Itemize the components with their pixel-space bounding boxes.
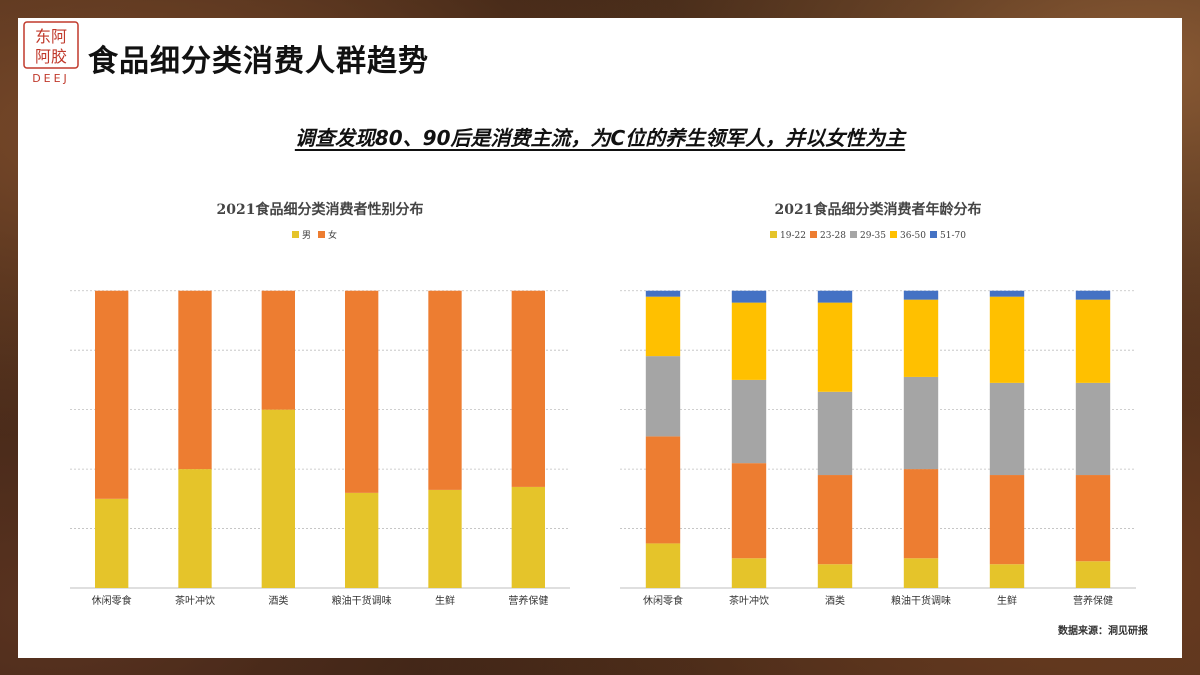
bar-segment [345,492,379,588]
legend-swatch [292,231,299,238]
bar-segment [1075,561,1111,588]
bar-segment [428,489,462,588]
x-tick-label: 粮油干货调味 [891,594,951,607]
bar-segment [731,379,767,464]
slide: 东阿 阿胶 DEEJ 食品细分类消费人群趋势 调查发现80、90后是消费主流，为… [18,18,1182,658]
data-source: 数据来源：洞见研报 [1058,626,1148,637]
bar-segment [178,290,212,470]
legend-swatch [770,231,777,238]
legend-swatch [318,231,325,238]
bar-segment [1075,299,1111,383]
bar-segment [345,290,379,493]
legend-label: 19-22 [780,231,806,241]
bar-segment [95,498,129,588]
x-tick-label: 生鲜 [997,594,1017,607]
bar-segment [1075,382,1111,476]
bar-segment [817,391,853,476]
legend-swatch [930,231,937,238]
x-tick-label: 营养保健 [1073,594,1113,607]
bar-segment [731,290,767,303]
logo-text-top: 东阿 [35,27,67,46]
bar-segment [1075,290,1111,300]
legend-label: 23-28 [820,231,846,241]
bar-segment [645,356,681,437]
bar-segment [903,558,939,588]
bar-segment [989,296,1025,383]
bar-segment [645,543,681,588]
bar-segment [731,302,767,380]
bar-segment [511,290,545,487]
headline: 调查发现80、90后是消费主流，为C位的养生领军人，并以女性为主 [294,126,906,150]
bar-segment [178,469,212,588]
bar-segment [261,409,295,588]
bar-segment [95,290,129,499]
age-distribution-chart: 2021食品细分类消费者年龄分布 19-22 23-28 29-35 36-50 51-7… [620,201,1136,607]
page-title: 食品细分类消费人群趋势 [88,44,429,79]
bar-segment [817,475,853,565]
x-tick-label: 粮油干货调味 [332,594,392,607]
x-tick-label: 休闲零食 [92,594,132,607]
legend-label: 男 [302,230,311,241]
legend-label: 36-50 [900,231,926,241]
bar-segment [428,290,462,490]
bar-segment [261,290,295,410]
bar-segment [1075,475,1111,562]
bar-segment [903,376,939,470]
bar-segment [731,463,767,559]
legend-swatch [810,231,817,238]
bar-segment [817,564,853,588]
bar-segment [645,296,681,357]
brand-logo: 东阿 阿胶 DEEJ [23,21,79,85]
x-tick-label: 休闲零食 [643,594,683,607]
logo-sub: DEEJ [32,72,70,85]
bar-segment [989,475,1025,565]
x-tick-label: 酒类 [268,594,288,607]
bar-segment [511,486,545,588]
bar-segment [645,290,681,297]
bar-segment [989,290,1025,297]
legend-swatch [890,231,897,238]
x-tick-label: 生鲜 [435,594,455,607]
x-tick-label: 茶叶冲饮 [729,594,769,607]
x-tick-label: 茶叶冲饮 [175,594,215,607]
bar-segment [731,558,767,588]
legend-swatch [850,231,857,238]
x-tick-label: 酒类 [825,594,845,607]
legend-label: 29-35 [860,231,886,241]
bar-segment [989,382,1025,476]
bar-segment [903,299,939,377]
bar-segment [817,290,853,303]
x-tick-label: 营养保健 [508,594,548,607]
chart-title: 2021食品细分类消费者年龄分布 [775,201,982,218]
chart-title: 2021食品细分类消费者性别分布 [217,201,424,218]
logo-text-bottom: 阿胶 [35,47,67,66]
legend-label: 女 [328,229,337,241]
bar-segment [817,302,853,392]
legend-label: 51-70 [940,231,966,241]
bar-segment [989,564,1025,588]
bar-segment [903,290,939,300]
bar-segment [645,436,681,544]
bar-segment [903,469,939,559]
